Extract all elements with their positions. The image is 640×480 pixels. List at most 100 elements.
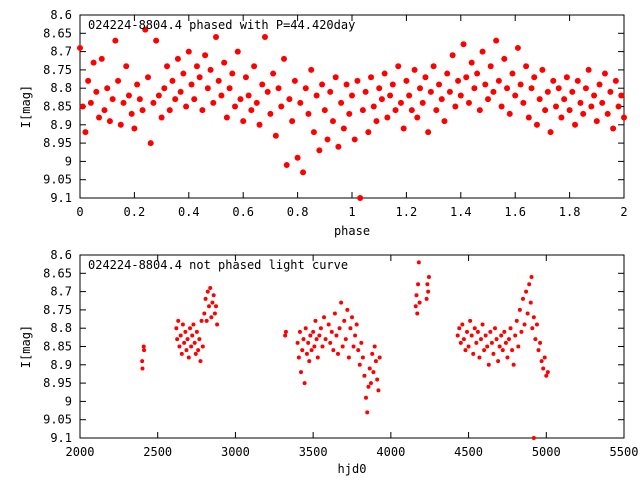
data-point: [142, 26, 149, 33]
data-point: [180, 322, 185, 327]
data-point: [301, 337, 306, 342]
data-point: [294, 154, 301, 161]
data-point: [128, 110, 135, 117]
x-tick-label: 0.6: [232, 205, 254, 219]
data-point: [336, 351, 341, 356]
data-point: [539, 359, 544, 364]
data-point: [517, 81, 524, 88]
data-point: [430, 63, 437, 70]
y-tick-label: 8.65: [43, 26, 72, 40]
data-point: [486, 362, 491, 367]
x-tick-label: 2000: [66, 445, 95, 459]
x-tick-label: 0.8: [287, 205, 309, 219]
data-point: [283, 333, 288, 338]
data-point: [223, 114, 230, 121]
data-point: [455, 333, 460, 338]
y-tick-label: 8.6: [50, 248, 72, 262]
data-point: [304, 351, 309, 356]
data-point: [599, 99, 606, 106]
data-point: [520, 99, 527, 106]
data-point: [178, 333, 183, 338]
data-point: [142, 348, 147, 353]
data-point: [77, 44, 83, 51]
chart-title: 024224-8804.4 not phased light curve: [88, 258, 348, 272]
data-point: [585, 66, 592, 73]
data-point: [245, 92, 252, 99]
data-point: [101, 107, 108, 114]
data-point: [495, 77, 502, 84]
data-point: [261, 33, 268, 40]
y-tick-label: 8.85: [43, 340, 72, 354]
data-point: [387, 92, 394, 99]
data-point: [593, 118, 600, 125]
data-point: [475, 329, 480, 334]
x-tick-label: 3000: [221, 445, 250, 459]
data-point: [324, 136, 331, 143]
data-point: [465, 329, 470, 334]
data-point: [296, 355, 301, 360]
y-tick-label: 8.65: [43, 266, 72, 280]
data-point: [229, 70, 236, 77]
data-point: [482, 81, 489, 88]
data-point: [485, 344, 490, 349]
data-point: [425, 129, 432, 136]
data-point: [120, 99, 127, 106]
data-point: [384, 114, 391, 121]
data-point: [147, 140, 154, 147]
data-point: [414, 114, 421, 121]
data-point: [351, 136, 358, 143]
data-point: [179, 351, 184, 356]
data-point: [334, 333, 339, 338]
data-point: [536, 348, 541, 353]
data-point: [332, 311, 337, 316]
data-point: [309, 348, 314, 353]
data-point: [267, 110, 274, 117]
y-tick-label: 8.8: [50, 81, 72, 95]
data-point: [406, 92, 413, 99]
data-point: [523, 63, 530, 70]
data-point: [541, 366, 546, 371]
y-tick-label: 9.1: [50, 191, 72, 205]
data-point: [348, 326, 353, 331]
data-point: [504, 85, 511, 92]
data-point: [329, 329, 334, 334]
chart-title: 024224-8804.4 phased with P=44.420day: [88, 18, 355, 32]
data-point: [516, 344, 521, 349]
data-point: [416, 282, 421, 287]
data-point: [264, 88, 271, 95]
data-point: [221, 59, 228, 66]
data-point: [490, 88, 497, 95]
data-point: [200, 344, 205, 349]
data-point: [196, 74, 203, 81]
data-point: [141, 344, 146, 349]
data-point: [363, 395, 368, 400]
data-point: [489, 340, 494, 345]
data-point: [185, 48, 192, 55]
data-point: [527, 282, 532, 287]
data-point: [312, 344, 317, 349]
data-point: [349, 92, 355, 99]
data-point: [411, 66, 418, 73]
data-point: [153, 37, 160, 44]
data-point: [180, 70, 187, 77]
data-point: [283, 162, 290, 169]
data-point: [373, 359, 378, 364]
data-point: [145, 74, 151, 81]
data-point: [621, 114, 627, 121]
unphased-light-curve-panel: 8.6 8.65 8.7 8.75 8.8 8.85 8.9 8.95 9 9.05 9.12000…: [19, 248, 638, 476]
data-point: [607, 88, 614, 95]
data-point: [463, 74, 470, 81]
data-point: [342, 318, 347, 323]
data-point: [237, 96, 244, 103]
data-point: [531, 315, 536, 320]
data-point: [357, 362, 362, 367]
data-point: [310, 129, 317, 136]
y-axis-label: I[mag]: [19, 85, 33, 128]
data-point: [115, 77, 122, 84]
data-point: [300, 348, 305, 353]
data-point: [455, 77, 462, 84]
data-point: [360, 355, 365, 360]
data-point: [300, 169, 307, 176]
data-point: [610, 125, 617, 132]
data-point: [297, 329, 302, 334]
